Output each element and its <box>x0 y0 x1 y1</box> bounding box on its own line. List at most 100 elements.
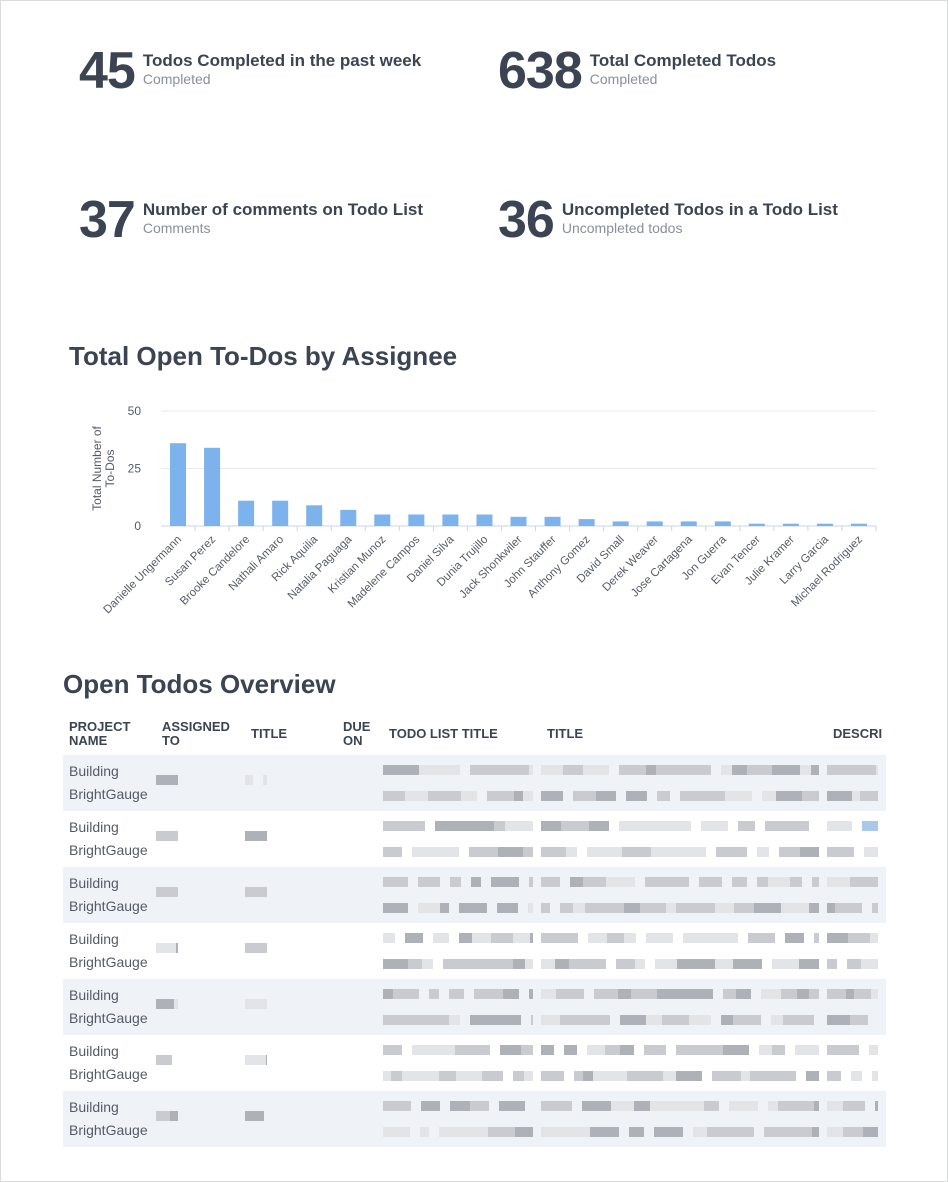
redacted-content <box>383 979 541 1035</box>
redacted-content <box>245 923 337 979</box>
kpi-subtitle: Completed <box>589 71 658 87</box>
bar <box>544 516 561 526</box>
cell-assigned-to <box>156 867 245 923</box>
redacted-content <box>156 755 245 811</box>
bar <box>714 521 731 526</box>
cell-title <box>245 811 337 867</box>
bar <box>442 514 459 526</box>
redacted-content <box>383 811 541 867</box>
redacted-content <box>827 811 886 867</box>
redacted-content <box>337 923 383 979</box>
cell-title <box>245 867 337 923</box>
kpi-title: Number of comments on Todo List <box>142 200 424 219</box>
column-header-project-name[interactable]: PROJECT NAME <box>69 719 131 748</box>
table-row[interactable]: Building BrightGauge <box>63 979 886 1035</box>
kpi-title: Uncompleted Todos in a Todo List <box>561 200 838 219</box>
column-header-assigned-to[interactable]: ASSIGNED TO <box>162 719 230 748</box>
bar <box>850 523 867 526</box>
cell-title <box>245 755 337 811</box>
cell-assigned-to <box>156 755 245 811</box>
column-header-title[interactable]: TITLE <box>251 726 288 741</box>
cell-project-name: Building BrightGauge <box>69 931 148 970</box>
kpi-subtitle: Comments <box>142 220 211 236</box>
table-row[interactable]: Building BrightGauge <box>63 1091 886 1147</box>
redacted-content <box>337 1035 383 1091</box>
table-row[interactable]: Building BrightGauge <box>63 755 886 811</box>
table-row[interactable]: Building BrightGauge <box>63 867 886 923</box>
bar <box>476 514 493 526</box>
bar <box>612 521 629 526</box>
kpi-completed-week[interactable]: 45 Todos Completed in the past week Comp… <box>79 45 421 97</box>
cell-assigned-to <box>156 811 245 867</box>
cell-todo-list-title <box>383 1091 541 1147</box>
y-tick-label: 25 <box>128 462 142 476</box>
redacted-content <box>337 867 383 923</box>
cell-todo-title <box>541 923 827 979</box>
redacted-content <box>156 923 245 979</box>
redacted-content <box>245 1035 337 1091</box>
redacted-content <box>337 811 383 867</box>
redacted-content <box>383 1035 541 1091</box>
kpi-title: Todos Completed in the past week <box>142 51 422 70</box>
redacted-content <box>337 755 383 811</box>
cell-todo-title <box>541 1091 827 1147</box>
redacted-content <box>156 979 245 1035</box>
cell-description <box>827 755 886 811</box>
open-todos-table: PROJECT NAME ASSIGNED TO TITLE DUE ON TO… <box>63 713 886 1147</box>
cell-todo-list-title <box>383 811 541 867</box>
cell-assigned-to <box>156 923 245 979</box>
y-axis-label: Total Number ofTo-Dos <box>90 425 117 510</box>
column-header-description[interactable]: DESCRI <box>833 726 883 741</box>
redacted-content <box>245 811 337 867</box>
bar <box>238 500 255 526</box>
column-header-todo-list-title[interactable]: TODO LIST TITLE <box>389 726 498 741</box>
redacted-content <box>541 923 827 979</box>
redacted-content <box>156 1035 245 1091</box>
column-header-todo-title[interactable]: TITLE <box>547 726 584 741</box>
redacted-content <box>245 1091 337 1147</box>
bar <box>272 500 289 526</box>
kpi-uncompleted[interactable]: 36 Uncompleted Todos in a Todo List Unco… <box>498 194 838 246</box>
table-row[interactable]: Building BrightGauge <box>63 1035 886 1091</box>
bar <box>578 519 595 526</box>
table-header-row: PROJECT NAME ASSIGNED TO TITLE DUE ON TO… <box>63 713 886 755</box>
x-tick-label: Jose Cartagena <box>629 533 695 599</box>
kpi-total-completed[interactable]: 638 Total Completed Todos Completed <box>498 45 776 97</box>
cell-assigned-to <box>156 1091 245 1147</box>
redacted-content <box>541 755 827 811</box>
y-tick-label: 0 <box>134 519 141 533</box>
table-row[interactable]: Building BrightGauge <box>63 923 886 979</box>
chart-title: Total Open To-Dos by Assignee <box>69 341 458 371</box>
cell-description <box>827 923 886 979</box>
cell-todo-list-title <box>383 979 541 1035</box>
cell-todo-title <box>541 755 827 811</box>
redacted-content <box>827 1035 886 1091</box>
cell-description <box>827 867 886 923</box>
cell-description <box>827 1091 886 1147</box>
cell-title <box>245 1091 337 1147</box>
column-header-due-on[interactable]: DUE ON <box>343 719 371 748</box>
cell-due-on <box>337 811 383 867</box>
cell-description <box>827 1035 886 1091</box>
bar <box>816 523 833 526</box>
table-row[interactable]: Building BrightGauge <box>63 811 886 867</box>
cell-todo-list-title <box>383 1035 541 1091</box>
cell-todo-list-title <box>383 923 541 979</box>
redacted-content <box>541 1091 827 1147</box>
redacted-content <box>245 755 337 811</box>
cell-assigned-to <box>156 979 245 1035</box>
bar <box>204 447 221 526</box>
cell-project-name: Building BrightGauge <box>63 979 156 1035</box>
kpi-comments[interactable]: 37 Number of comments on Todo List Comme… <box>79 194 423 246</box>
redacted-content <box>383 755 541 811</box>
redacted-content <box>541 867 827 923</box>
cell-todo-title <box>541 979 827 1035</box>
cell-description <box>827 811 886 867</box>
redacted-content <box>245 979 337 1035</box>
kpi-value: 638 <box>498 42 583 100</box>
redacted-content <box>827 923 886 979</box>
cell-todo-list-title <box>383 755 541 811</box>
bar <box>306 505 323 526</box>
cell-title <box>245 923 337 979</box>
